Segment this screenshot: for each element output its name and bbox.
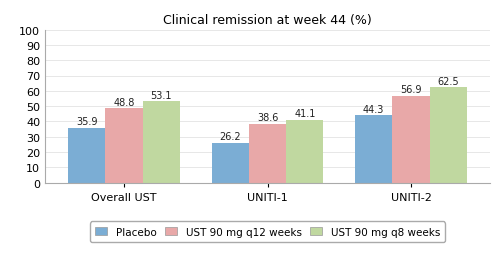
Bar <box>286 120 324 183</box>
Bar <box>106 108 142 183</box>
Bar <box>355 115 393 183</box>
Text: 26.2: 26.2 <box>220 132 241 142</box>
Text: 38.6: 38.6 <box>257 113 278 123</box>
Text: 44.3: 44.3 <box>363 104 384 114</box>
Bar <box>68 128 106 183</box>
Legend: Placebo, UST 90 mg q12 weeks, UST 90 mg q8 weeks: Placebo, UST 90 mg q12 weeks, UST 90 mg … <box>90 221 446 242</box>
Bar <box>212 143 249 183</box>
Bar <box>392 96 430 183</box>
Text: 53.1: 53.1 <box>150 91 172 101</box>
Text: 48.8: 48.8 <box>114 97 134 107</box>
Title: Clinical remission at week 44 (%): Clinical remission at week 44 (%) <box>163 14 372 27</box>
Bar <box>142 102 180 183</box>
Bar <box>430 88 467 183</box>
Bar <box>249 124 286 183</box>
Text: 35.9: 35.9 <box>76 117 98 127</box>
Text: 41.1: 41.1 <box>294 109 316 119</box>
Text: 62.5: 62.5 <box>438 76 459 86</box>
Text: 56.9: 56.9 <box>400 85 422 95</box>
